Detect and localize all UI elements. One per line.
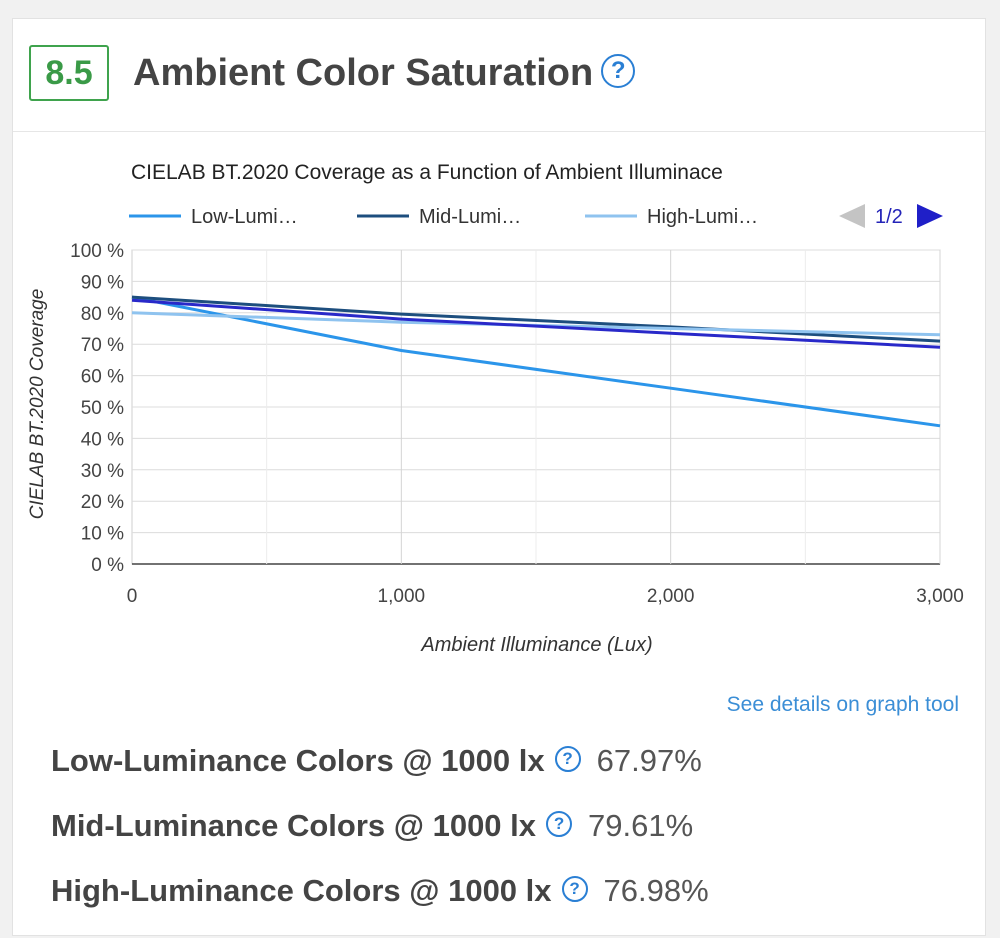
y-axis-label: CIELAB BT.2020 Coverage xyxy=(27,289,48,520)
y-tick-label: 70 % xyxy=(81,335,124,356)
stat-value: 79.61% xyxy=(588,808,694,843)
stat-label: Low-Luminance Colors @ 1000 lx xyxy=(51,743,545,778)
y-tick-label: 90 % xyxy=(81,272,124,293)
y-axis-ticks: 0 % 10 % 20 % 30 % 40 % 50 % 60 % 70 % 80 % 90 % 1… xyxy=(70,241,124,576)
y-tick-label: 100 % xyxy=(70,241,124,262)
stat-value: 67.97% xyxy=(596,743,702,778)
y-tick-label: 60 % xyxy=(81,367,124,388)
legend-label-mid[interactable]: Mid-Lumi… xyxy=(419,206,521,228)
y-tick-label: 30 % xyxy=(81,461,124,482)
chart-legend: Low-Lumi… Mid-Lumi… High-Lumi… 1/2 xyxy=(129,204,943,228)
coverage-chart: CIELAB BT.2020 Coverage as a Function of… xyxy=(27,161,964,656)
help-icon[interactable]: ? xyxy=(561,875,588,902)
series-line-4[interactable] xyxy=(131,298,941,349)
y-tick-label: 80 % xyxy=(81,304,124,325)
help-icon[interactable]: ? xyxy=(546,810,573,837)
x-tick-label: 1,000 xyxy=(378,586,426,607)
y-tick-label: 0 % xyxy=(91,555,124,576)
stat-mid-luminance: Mid-Luminance Colors @ 1000 lx? 79.61% xyxy=(51,806,693,846)
x-tick-label: 2,000 xyxy=(647,586,695,607)
help-icon[interactable]: ? xyxy=(554,745,581,772)
x-tick-label: 3,000 xyxy=(916,586,964,607)
section-title: Ambient Color Saturation? xyxy=(133,49,636,97)
stat-label: High-Luminance Colors @ 1000 lx xyxy=(51,873,552,908)
review-card: 8.5 Ambient Color Saturation? CIELAB BT.… xyxy=(12,18,986,936)
section-header: 8.5 Ambient Color Saturation? xyxy=(13,19,985,132)
chart-series xyxy=(131,295,941,428)
graph-tool-link[interactable]: See details on graph tool xyxy=(726,693,959,716)
stat-value: 76.98% xyxy=(603,873,709,908)
series-line-2[interactable] xyxy=(131,295,941,343)
chart-title: CIELAB BT.2020 Coverage as a Function of… xyxy=(131,161,723,184)
legend-label-low[interactable]: Low-Lumi… xyxy=(191,206,298,228)
series-line-1[interactable] xyxy=(131,295,941,428)
y-tick-label: 40 % xyxy=(81,429,124,450)
y-tick-label: 20 % xyxy=(81,492,124,513)
legend-next-icon[interactable] xyxy=(917,204,943,228)
x-axis-label: Ambient Illuminance (Lux) xyxy=(420,634,652,656)
y-tick-label: 10 % xyxy=(81,524,124,545)
stat-high-luminance: High-Luminance Colors @ 1000 lx? 76.98% xyxy=(51,871,709,911)
y-tick-label: 50 % xyxy=(81,398,124,419)
x-axis-ticks: 0 1,000 2,000 3,000 xyxy=(127,586,964,607)
x-tick-label: 0 xyxy=(127,586,138,607)
stat-label: Mid-Luminance Colors @ 1000 lx xyxy=(51,808,537,843)
legend-prev-icon[interactable] xyxy=(839,204,865,228)
chart-grid xyxy=(131,249,941,565)
legend-label-high[interactable]: High-Lumi… xyxy=(647,206,758,228)
help-icon[interactable]: ? xyxy=(601,53,636,88)
section-title-text: Ambient Color Saturation xyxy=(133,52,594,94)
score-badge: 8.5 xyxy=(29,45,109,101)
stat-low-luminance: Low-Luminance Colors @ 1000 lx? 67.97% xyxy=(51,741,702,781)
legend-page-indicator: 1/2 xyxy=(875,206,903,228)
